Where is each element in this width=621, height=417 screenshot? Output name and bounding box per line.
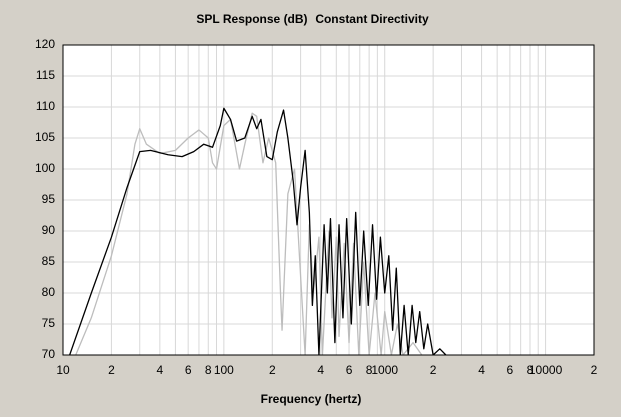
x-tick-label: 4 — [478, 363, 485, 377]
x-tick-label: 8 — [366, 363, 373, 377]
x-tick-label: 10000 — [529, 363, 563, 377]
x-tick-label: 8 — [205, 363, 212, 377]
plot-border — [62, 44, 595, 356]
y-tick-label: 75 — [42, 316, 56, 330]
y-tick-label: 85 — [42, 254, 56, 268]
y-tick-label: 105 — [35, 130, 55, 144]
x-tick-label: 4 — [157, 363, 164, 377]
x-tick-label: 4 — [317, 363, 324, 377]
x-tick-label: 2 — [269, 363, 276, 377]
y-tick-label: 115 — [36, 68, 55, 82]
y-tick-label: 100 — [35, 161, 55, 175]
y-tick-label: 110 — [36, 99, 55, 113]
x-tick-label: 6 — [185, 363, 192, 377]
x-tick-label: 6 — [507, 363, 514, 377]
x-tick-label: 2 — [591, 363, 598, 377]
y-tick-label: 80 — [42, 285, 56, 299]
x-tick-label: 10 — [56, 363, 70, 377]
x-tick-label: 1000 — [371, 363, 398, 377]
series-line — [69, 107, 447, 355]
series-line — [75, 112, 423, 355]
y-tick-label: 90 — [42, 223, 56, 237]
x-tick-label: 2 — [108, 363, 115, 377]
y-tick-label: 70 — [42, 347, 56, 361]
x-tick-label: 2 — [430, 363, 437, 377]
y-tick-label: 95 — [42, 192, 56, 206]
x-axis-label: Frequency (hertz) — [261, 392, 362, 406]
x-tick-label: 6 — [346, 363, 353, 377]
y-tick-label: 120 — [35, 37, 55, 51]
x-tick-label: 100 — [214, 363, 234, 377]
chart-subtitle: Constant Directivity — [315, 12, 429, 26]
chart-title: SPL Response (dB) — [196, 12, 307, 26]
plot-lines — [69, 107, 447, 355]
x-tick-label: 8 — [527, 363, 534, 377]
